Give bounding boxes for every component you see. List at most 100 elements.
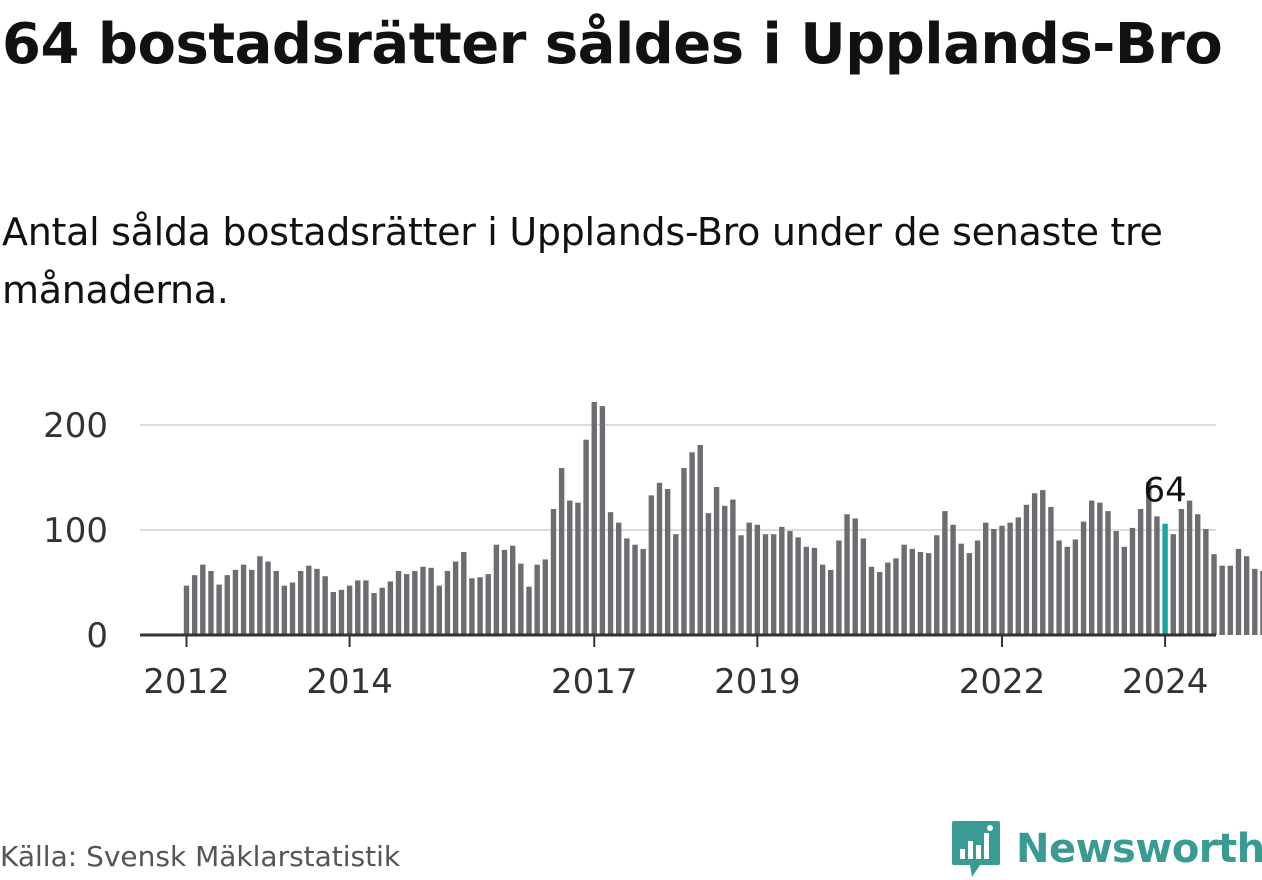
bar [901,544,907,635]
bar [1105,511,1111,635]
bar [656,482,663,635]
bar [224,575,230,635]
bar [346,585,353,635]
bars [183,401,1262,635]
bar [876,572,883,635]
y-tick-label: 0 [86,616,108,656]
x-tick-label: 2017 [551,662,638,702]
bar [297,570,304,635]
bar [673,534,679,635]
bar [730,499,736,635]
bar [240,564,247,635]
bar [550,509,557,635]
y-tick-label: 100 [43,511,108,551]
bar [477,577,483,635]
bar [558,468,565,635]
bar [510,545,516,635]
bar [925,553,932,635]
bar [697,444,703,635]
bar [917,552,924,635]
bar [762,534,769,635]
bar [355,580,361,635]
bar [982,522,989,635]
bar [249,569,255,635]
bar [1040,490,1046,635]
bar [461,552,467,635]
bar [208,570,214,635]
bar [909,548,915,635]
bar [616,522,622,635]
bar [526,586,532,635]
bar [1211,554,1217,635]
bar [289,582,296,635]
bar [1203,528,1209,635]
bar [1146,481,1152,635]
bar-chart: 0 100 200 2012 2014 2017 2019 2022 2024 64 [43,401,1262,702]
bar [1186,500,1193,635]
bar [216,584,222,635]
bar [428,567,434,635]
bar [664,489,671,635]
bar [542,559,549,635]
newsworthy-logo-icon [952,821,1000,877]
bar [232,569,239,635]
bar [624,538,630,635]
bar [738,535,744,635]
bar [583,439,589,635]
bar [534,564,540,635]
gridlines [140,424,1216,531]
bar [322,576,328,635]
source-note: Källa: Svensk Mäklarstatistik [0,840,401,873]
bar [991,528,997,635]
bar [1129,527,1136,635]
bar [1252,568,1258,635]
bar [722,505,728,635]
bar [885,562,891,635]
bar-highlight [1162,523,1168,635]
bar [860,538,867,635]
page-title: 64 bostadsrätter såldes i Upplands-Bro [2,12,1223,77]
bar [1137,509,1144,635]
bar [803,546,809,635]
bar [485,574,491,635]
bar [1178,509,1185,635]
bar [1064,546,1070,635]
bar [689,452,695,635]
bar [770,534,777,635]
bar [754,524,761,635]
bar [868,566,875,635]
bar [330,591,336,635]
highlight-value-label: 64 [1143,471,1186,511]
bar [1056,540,1062,635]
bar [836,540,842,635]
bar [371,593,377,635]
bar [387,581,394,635]
bar [436,585,442,635]
bar [640,548,646,635]
bar [1235,548,1242,635]
bar [338,589,345,635]
bar [469,578,475,635]
bar [1048,506,1054,635]
bar [893,558,899,635]
bar [681,468,687,635]
bar [493,544,500,635]
bar [746,522,752,635]
x-tick-label: 2022 [959,662,1046,702]
bar [811,547,818,635]
newsworthy-logo[interactable]: Newsworthy [950,818,1262,880]
bar [828,569,834,635]
bar [265,561,271,635]
bar [599,406,606,635]
bar [501,549,508,635]
bar [306,565,312,635]
x-tick-label: 2024 [1122,662,1209,702]
bar [200,564,206,635]
bar [1243,556,1250,635]
bar [591,401,597,635]
bar [314,568,320,635]
bar [705,513,712,635]
x-axis [140,633,1216,647]
bar [974,540,981,635]
bar [452,561,459,635]
